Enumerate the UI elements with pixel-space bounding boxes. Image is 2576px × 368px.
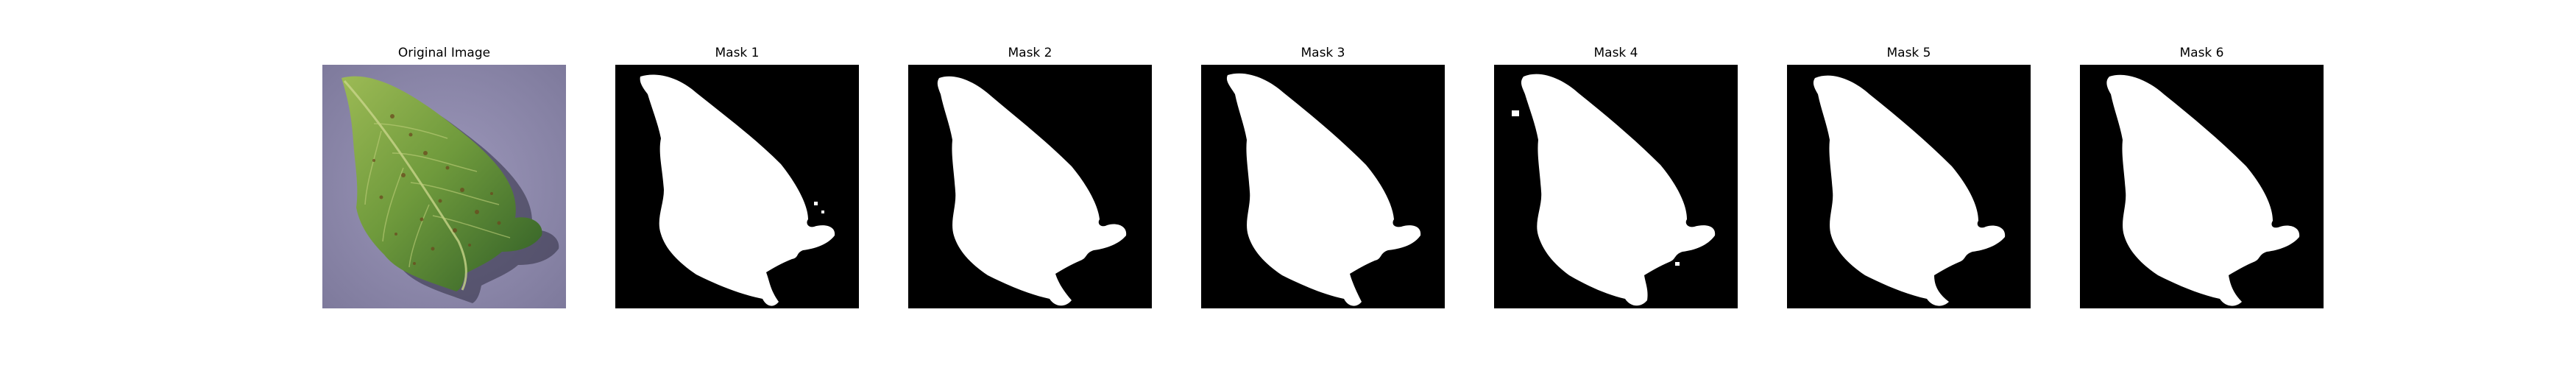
- panel-title: Mask 1: [715, 46, 760, 60]
- mask-3-image: [1201, 65, 1445, 308]
- mask-6-image: [2080, 65, 2324, 308]
- mask-5-image: [1787, 65, 2031, 308]
- panel-title: Mask 2: [1008, 46, 1052, 60]
- panel-title: Original Image: [397, 46, 491, 60]
- mask-4-image: [1494, 65, 1738, 308]
- mask-1-image: [615, 65, 859, 308]
- panel-title: Mask 5: [1886, 46, 1931, 60]
- panel-title: Mask 4: [1593, 46, 1638, 60]
- panel-title: Mask 3: [1301, 46, 1345, 60]
- original-leaf-image: [322, 65, 566, 308]
- mask-2-image: [908, 65, 1152, 308]
- panel-title: Mask 6: [2179, 46, 2224, 60]
